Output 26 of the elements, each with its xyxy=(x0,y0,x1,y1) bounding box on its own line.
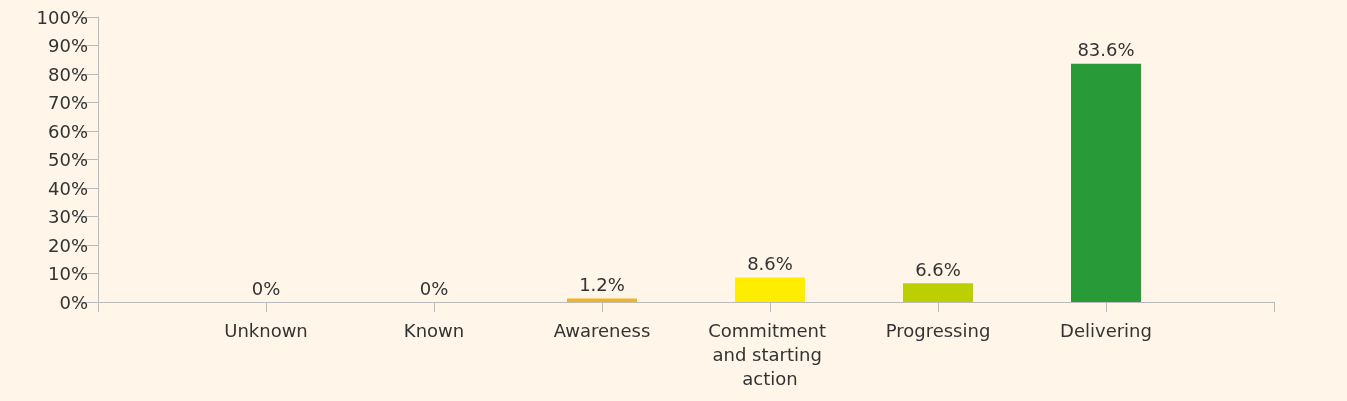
bar xyxy=(1071,63,1141,302)
x-tick-label: Awareness xyxy=(553,319,651,341)
x-tick-label: Unknown xyxy=(224,319,308,341)
y-tick-label: 70% xyxy=(47,92,88,113)
x-tick-label: Known xyxy=(403,319,465,341)
y-tick-label: 40% xyxy=(47,177,88,199)
data-label: 0% xyxy=(251,277,281,299)
y-tick-label: 10% xyxy=(47,263,88,284)
y-tick-label: 20% xyxy=(47,234,88,256)
data-label: 83.6% xyxy=(1077,39,1135,61)
x-tick-label: Progressing xyxy=(885,319,991,341)
data-label: 6.6% xyxy=(915,258,961,280)
data-label: 8.6% xyxy=(747,252,793,274)
y-tick-label: 90% xyxy=(47,35,88,56)
y-tick-label: 0% xyxy=(59,291,88,313)
bar xyxy=(735,277,805,302)
data-label: 1.2% xyxy=(579,274,625,296)
y-tick-label: 30% xyxy=(47,206,88,227)
y-tick-label: 80% xyxy=(47,63,88,85)
bar xyxy=(903,283,973,302)
x-tick-label: Delivering xyxy=(1060,319,1152,341)
x-tick-label: Commitment and starting action xyxy=(708,319,832,389)
data-label: 0% xyxy=(419,277,449,299)
y-tick-label: 60% xyxy=(47,120,88,142)
y-tick-label: 50% xyxy=(47,149,88,170)
y-tick-label: 100% xyxy=(36,6,88,28)
